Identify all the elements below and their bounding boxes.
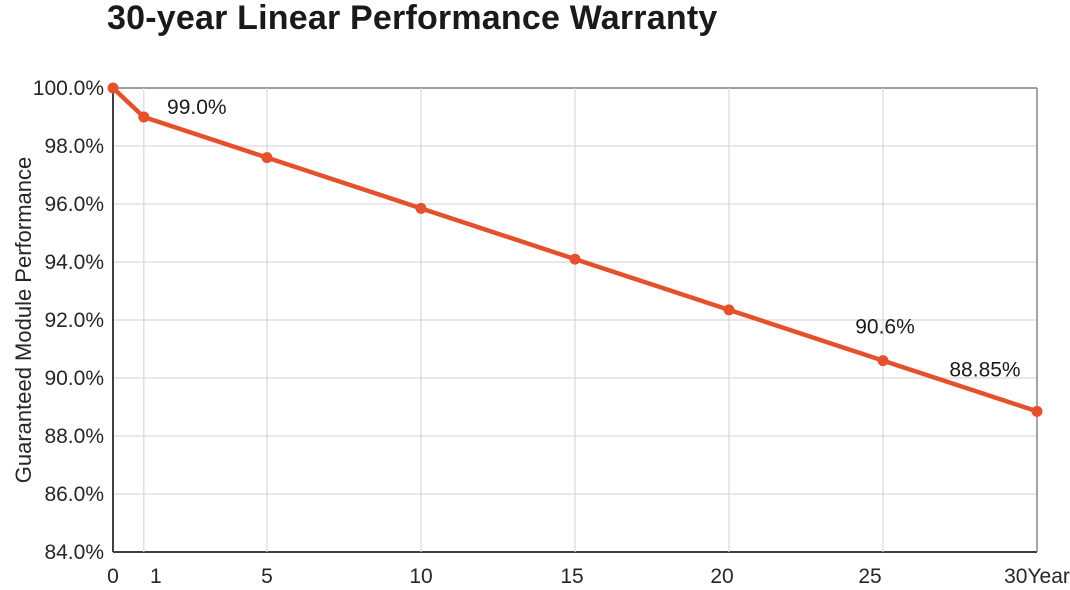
- data-label: 88.85%: [949, 358, 1020, 381]
- data-point: [569, 253, 581, 265]
- y-tick-label: 86.0%: [44, 483, 104, 506]
- x-tick-label: 30Year: [1004, 565, 1070, 588]
- x-tick-label: 0: [107, 565, 119, 588]
- data-label: 90.6%: [855, 316, 915, 339]
- data-point: [723, 304, 735, 316]
- data-point: [1031, 405, 1043, 417]
- data-point: [138, 111, 150, 123]
- performance-line: [110, 85, 1040, 414]
- x-tick-label: 10: [409, 565, 432, 588]
- y-tick-label: 88.0%: [44, 425, 104, 448]
- x-tick-label: 1: [150, 565, 162, 588]
- data-point: [261, 152, 273, 164]
- y-tick-label: 84.0%: [44, 541, 104, 564]
- y-tick-label: 90.0%: [44, 367, 104, 390]
- y-tick-label: 94.0%: [44, 251, 104, 274]
- data-point: [415, 202, 427, 214]
- chart-title: 30-year Linear Performance Warranty: [107, 0, 718, 37]
- y-tick-label: 98.0%: [44, 135, 104, 158]
- data-label: 99.0%: [167, 96, 227, 119]
- data-point: [877, 355, 889, 367]
- x-tick-label: 15: [560, 565, 583, 588]
- y-tick-label: 92.0%: [44, 309, 104, 332]
- data-point: [107, 82, 119, 94]
- y-tick-label: 100.0%: [33, 77, 104, 100]
- x-tick-label: 5: [261, 565, 273, 588]
- y-tick-label: 96.0%: [44, 193, 104, 216]
- x-tick-label: 20: [710, 565, 733, 588]
- x-tick-label: 25: [858, 565, 881, 588]
